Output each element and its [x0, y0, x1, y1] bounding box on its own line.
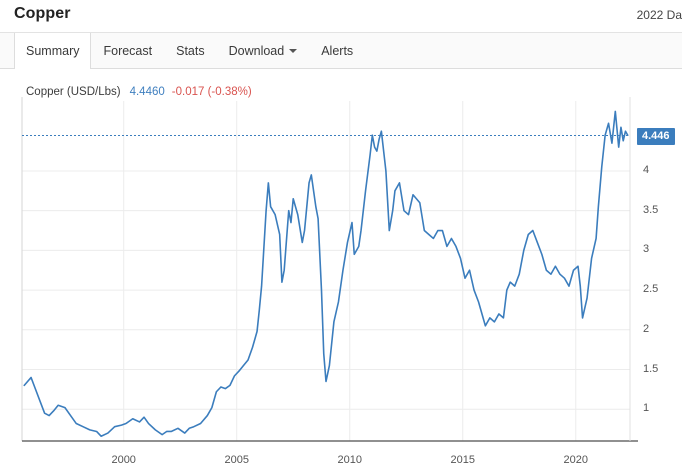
y-axis-tick-label: 1.5: [643, 362, 659, 375]
tab-alerts[interactable]: Alerts: [309, 33, 365, 69]
chart-legend: Copper (USD/Lbs) 4.4460 -0.017 (-0.38%): [26, 86, 252, 98]
tab-download[interactable]: Download: [217, 33, 310, 69]
tab-label: Download: [228, 44, 285, 58]
year-data-label: 2022 Da: [636, 8, 682, 22]
tab-label: Summary: [26, 44, 80, 58]
y-axis-tick-label: 1: [643, 402, 650, 415]
y-axis-tick-label: 2: [643, 322, 650, 335]
tab-summary[interactable]: Summary: [14, 33, 92, 70]
tab-stats[interactable]: Stats: [164, 33, 217, 69]
current-price-badge: 4.446: [637, 127, 675, 145]
legend-change: -0.017 (-0.38%): [171, 86, 252, 98]
tab-forecast[interactable]: Forecast: [91, 33, 164, 69]
y-axis-tick-label: 2.5: [643, 283, 659, 296]
x-axis-tick-label: 2000: [111, 454, 136, 466]
tabbar: Summary Forecast Stats Download Alerts: [0, 33, 682, 70]
price-chart-plot[interactable]: [0, 69, 682, 476]
y-axis-tick-label: 3.5: [643, 203, 659, 216]
tab-label: Alerts: [321, 44, 354, 58]
chart-area: Copper (USD/Lbs) 4.4460 -0.017 (-0.38%) 1 1…: [0, 69, 682, 476]
series-line-0: [23, 110, 629, 438]
legend-price: 4.4460: [129, 86, 165, 98]
x-axis-tick-label: 2010: [337, 454, 362, 466]
page-title: Copper: [14, 5, 71, 22]
y-axis-tick-label: 4: [643, 163, 650, 176]
tab-label: Forecast: [103, 44, 153, 58]
tab-label: Stats: [176, 44, 205, 58]
y-axis-tick-label: 3: [643, 243, 650, 256]
chevron-down-icon: [289, 49, 298, 53]
legend-series-name: Copper (USD/Lbs): [26, 86, 121, 98]
x-axis-tick-label: 2005: [224, 454, 249, 466]
titlebar: Copper 2022 Da: [0, 0, 682, 33]
x-axis-tick-label: 2015: [450, 454, 475, 466]
gridlines: [22, 101, 630, 441]
x-axis-tick-label: 2020: [563, 454, 588, 466]
tab-list: Summary Forecast Stats Download Alerts: [14, 33, 365, 70]
